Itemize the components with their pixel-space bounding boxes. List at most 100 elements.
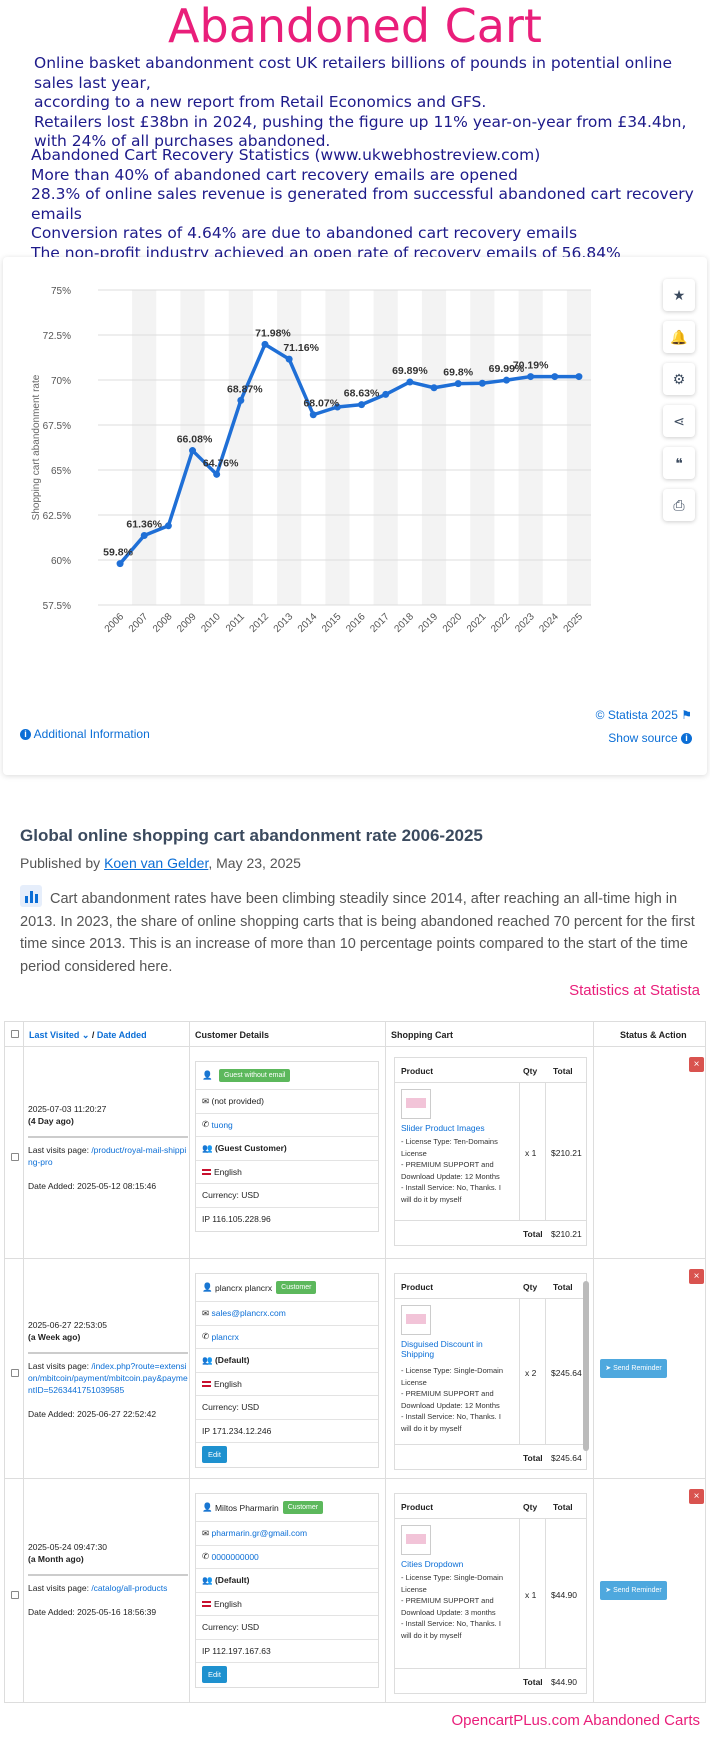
product-thumbnail[interactable] [401, 1089, 431, 1119]
product-name-link[interactable]: Disguised Discount in Shipping [401, 1339, 483, 1359]
data-point [116, 560, 124, 568]
last-visits-page: Last visits page: /index.php?route=exten… [28, 1361, 188, 1395]
y-tick-label: 57.5% [43, 601, 71, 612]
users-icon: 👥 [202, 1142, 213, 1153]
date-added: Date Added: 2025-05-12 08:15:46 [28, 1181, 157, 1191]
row-checkbox[interactable] [11, 1369, 19, 1377]
visited-page-link[interactable]: /index.php?route=extension/mbitcoin/paym… [28, 1361, 188, 1395]
delete-button[interactable]: × [689, 1269, 704, 1284]
visited-page-link[interactable]: /catalog/all-products [91, 1583, 168, 1593]
cart-header-product: Product [401, 1066, 434, 1076]
statista-copyright[interactable]: © Statista 2025 ⚑ [596, 708, 692, 722]
y-axis-label: Shopping cart abandonment rate [31, 374, 42, 520]
customer-name-line: 👤 Miltos Pharmarin Customer [196, 1494, 378, 1522]
y-tick-label: 65% [51, 466, 71, 477]
product-thumbnail[interactable] [401, 1525, 431, 1555]
customer-details: 👤 plancrx plancrx Customer ✉ sales@plancr… [195, 1273, 379, 1468]
x-tick-label: 2018 [392, 611, 416, 635]
product-name-link[interactable]: Cities Dropdown [401, 1559, 464, 1569]
customer-email-line: ✉ (not provided) [196, 1090, 378, 1114]
abandoned-carts-table: Last Visited ⌄ / Date Added Customer Det… [4, 1021, 706, 1703]
data-point [164, 522, 172, 530]
author-link[interactable]: Koen van Gelder [104, 855, 209, 871]
select-all-checkbox[interactable] [11, 1030, 19, 1038]
customer-badge: Customer [276, 1281, 317, 1294]
flag-icon [202, 1168, 211, 1175]
stats-line: More than 40% of abandoned cart recovery… [31, 165, 518, 184]
send-icon: ➤ [605, 1365, 612, 1372]
column-band [132, 290, 157, 605]
customer-name-line: 👤 plancrx plancrx Customer [196, 1274, 378, 1302]
data-label: 71.98% [255, 327, 291, 339]
send-reminder-button[interactable]: ➤ Send Reminder [600, 1581, 667, 1600]
envelope-icon: ✉ [202, 1095, 210, 1106]
product-thumbnail[interactable] [401, 1305, 431, 1335]
cart-item: Disguised Discount in Shipping - License… [395, 1299, 586, 1445]
data-point [551, 373, 559, 381]
cart-scrollbar[interactable] [583, 1281, 589, 1451]
x-tick-label: 2010 [199, 611, 223, 635]
customer-email[interactable]: pharmarin.gr@gmail.com [211, 1528, 308, 1539]
customer-phone-line: ✆ plancrx [196, 1326, 378, 1349]
show-source-link[interactable]: Show source i [608, 731, 692, 745]
footer-credit: OpencartPLus.com Abandoned Carts [451, 1712, 700, 1729]
customer-group: (Default) [214, 1355, 250, 1366]
customer-phone[interactable]: tuong [211, 1119, 233, 1130]
envelope-icon: ✉ [202, 1527, 210, 1538]
row-checkbox[interactable] [11, 1591, 19, 1599]
visited-page-link[interactable]: /product/royal-mail-shipping-pro [28, 1145, 187, 1167]
series-line [118, 342, 579, 565]
shopping-cart: Product Qty Total Slider Product Images … [394, 1057, 587, 1246]
delete-button[interactable]: × [689, 1489, 704, 1504]
statista-link[interactable]: Statistics at Statista [569, 982, 700, 999]
data-point [454, 380, 462, 388]
column-band [277, 290, 302, 605]
chart-card: 57.5% 60% 62.5% 65% 67.5% 70% 72.5% 75% Shopping… [3, 257, 707, 775]
edit-line: Edit [196, 1663, 378, 1687]
data-point [140, 532, 148, 540]
bell-icon[interactable]: 🔔 [663, 321, 695, 353]
star-icon[interactable]: ★ [663, 279, 695, 311]
recovery-stats: Abandoned Cart Recovery Statistics (www.… [31, 146, 701, 263]
cart-footer: Total $210.21 [395, 1221, 586, 1245]
row-checkbox[interactable] [11, 1153, 19, 1161]
edit-line: Edit [196, 1443, 378, 1467]
customer-currency-line: Currency: USD [196, 1396, 378, 1420]
customer-phone[interactable]: plancrx [211, 1331, 239, 1342]
publication-title: Global online shopping cart abandonment … [20, 826, 483, 845]
visit-info: 2025-05-24 09:47:30 (a Month ago) Last v… [28, 1541, 188, 1618]
publication-byline: Published by Koen van Gelder, May 23, 20… [20, 855, 700, 871]
data-point [527, 373, 535, 381]
quote-icon[interactable]: ❝ [663, 447, 695, 479]
share-icon[interactable]: ⋖ [663, 405, 695, 437]
column-band [566, 290, 591, 605]
delete-button[interactable]: × [689, 1057, 704, 1072]
cart-total-label: Total [523, 1229, 543, 1239]
product-name-link[interactable]: Slider Product Images [401, 1123, 485, 1133]
column-band [373, 290, 398, 605]
customer-group-line: 👥 (Default) [196, 1349, 378, 1373]
gear-icon[interactable]: ⚙ [663, 363, 695, 395]
x-tick-label: 2009 [175, 611, 199, 635]
sort-last-visited[interactable]: Last Visited ⌄ / Date Added [29, 1030, 147, 1040]
edit-button[interactable]: Edit [202, 1446, 227, 1464]
print-icon[interactable]: ⎙ [663, 489, 695, 521]
visit-info: 2025-07-03 11:20:27 (4 Day ago) Last vis… [28, 1103, 188, 1192]
customer-phone-line: ✆ tuong [196, 1114, 378, 1137]
cart-total-label: Total [523, 1453, 543, 1463]
additional-info-link[interactable]: i Additional Information [20, 727, 150, 741]
customer-language-line: English [196, 1373, 378, 1396]
description-text: Cart abandonment rates have been climbin… [20, 891, 695, 975]
copyright-label: © Statista 2025 [595, 708, 678, 722]
cart-grand-total: $44.90 [551, 1677, 577, 1687]
customer-group: (Default) [214, 1575, 250, 1586]
info-icon: i [20, 729, 31, 741]
product-total: $210.21 [551, 1148, 582, 1158]
users-icon: 👥 [202, 1574, 213, 1585]
customer-email[interactable]: sales@plancrx.com [211, 1308, 286, 1319]
customer-phone[interactable]: 0000000000 [211, 1551, 259, 1562]
x-tick-label: 2017 [368, 611, 392, 635]
customer-language: English [214, 1378, 242, 1389]
edit-button[interactable]: Edit [202, 1666, 227, 1684]
send-reminder-button[interactable]: ➤ Send Reminder [600, 1359, 667, 1378]
